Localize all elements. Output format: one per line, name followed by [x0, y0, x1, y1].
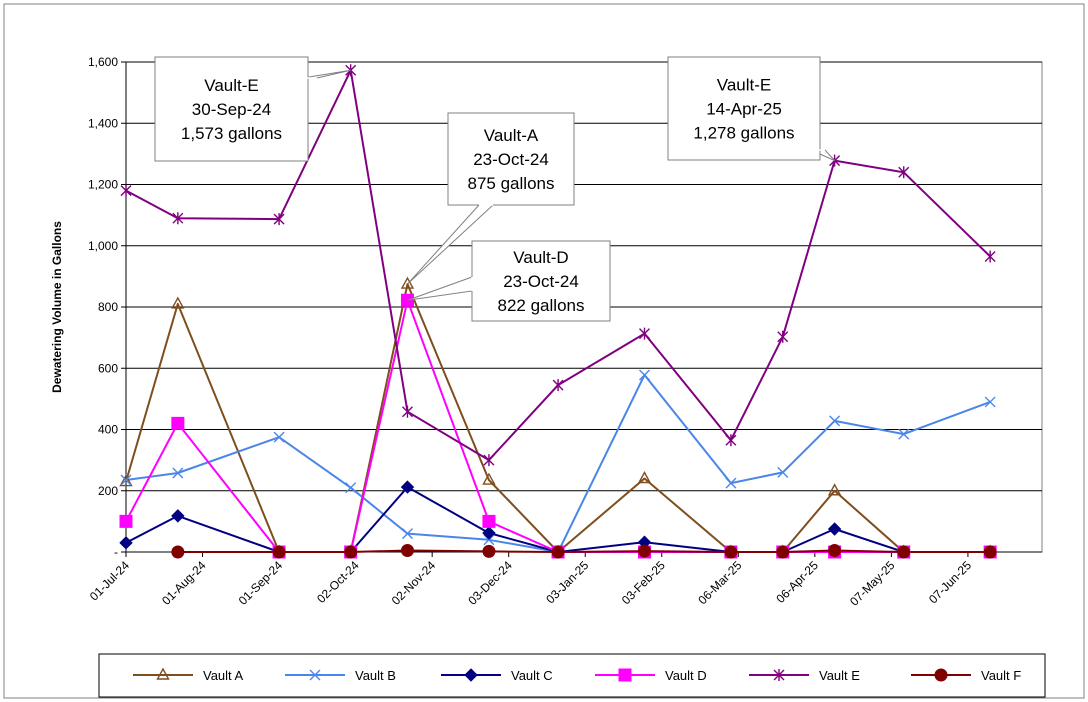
y-tick-label: 400: [98, 423, 118, 437]
data-point-vault-f: [777, 546, 789, 558]
y-tick-label: 200: [98, 484, 118, 498]
legend-label: Vault E: [819, 668, 860, 683]
data-point-vault-f: [401, 544, 413, 556]
legend-label: Vault B: [355, 668, 396, 683]
callout-text-line: 23-Oct-24: [473, 150, 549, 169]
callout-text-line: 14-Apr-25: [706, 100, 782, 119]
data-point-vault-f: [725, 546, 737, 558]
data-point-vault-f: [829, 544, 841, 556]
data-point-vault-f: [483, 545, 495, 557]
legend: Vault A Vault B Vault C Vault D Vault E Vault…: [99, 654, 1045, 697]
legend-label: Vault C: [511, 668, 553, 683]
data-point-vault-d: [172, 417, 184, 429]
data-point-vault-f: [273, 546, 285, 558]
y-axis-title: Dewatering Volume in Gallons: [50, 221, 64, 393]
y-tick-label: 1,600: [88, 55, 118, 69]
data-point-vault-f: [898, 546, 910, 558]
data-point-vault-f: [172, 546, 184, 558]
y-tick-label: -: [114, 545, 118, 559]
callout-text-line: Vault-E: [717, 76, 772, 95]
data-point-vault-f: [345, 546, 357, 558]
callout-3: Vault-E 14-Apr-25 1,278 gallons: [668, 57, 835, 161]
y-tick-label: 1,200: [88, 178, 118, 192]
callout-text-line: 30-Sep-24: [192, 100, 271, 119]
y-tick-label: 600: [98, 361, 118, 375]
callout-text-line: 23-Oct-24: [503, 272, 579, 291]
callout-text-line: Vault-D: [513, 248, 568, 267]
legend-swatch-marker: [935, 669, 947, 681]
callout-text-line: 822 gallons: [498, 296, 585, 315]
callout-text-line: Vault-A: [484, 126, 539, 145]
callout-text-line: 1,573 gallons: [181, 124, 282, 143]
legend-label: Vault A: [203, 668, 244, 683]
callout-text-line: Vault-E: [204, 76, 259, 95]
legend-label: Vault F: [981, 668, 1021, 683]
y-tick-label: 1,400: [88, 116, 118, 130]
callout-text-line: 1,278 gallons: [693, 124, 794, 143]
y-tick-label: 800: [98, 300, 118, 314]
data-point-vault-f: [552, 546, 564, 558]
data-point-vault-f: [638, 545, 650, 557]
data-point-vault-d: [120, 515, 132, 527]
legend-swatch-marker: [619, 669, 631, 681]
data-point-vault-d: [483, 515, 495, 527]
data-point-vault-f: [984, 546, 996, 558]
y-tick-label: 1,000: [88, 239, 118, 253]
legend-label: Vault D: [665, 668, 707, 683]
callout-text-line: 875 gallons: [468, 174, 555, 193]
